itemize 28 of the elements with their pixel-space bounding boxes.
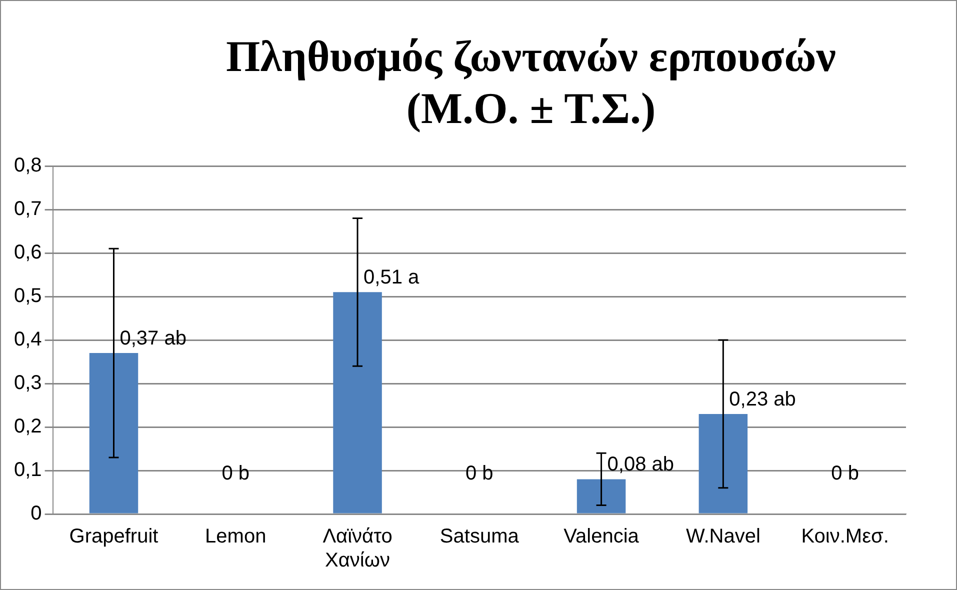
data-label: 0,37 ab [120,328,186,350]
x-tick-label: Λαϊνάτο Χανίων [322,526,392,572]
y-tick-label: 0,1 [14,459,42,482]
y-tick-label: 0,6 [14,242,42,264]
data-label: 0,23 ab [729,388,796,410]
bar [89,353,138,514]
y-tick-label: 0 [30,502,42,525]
data-label: 0 b [831,462,859,485]
y-tick-label: 0,8 [14,154,42,177]
x-tick-label: Valencia [564,526,640,548]
data-label: 0 b [222,462,250,485]
y-tick-label: 0,3 [14,372,42,394]
x-tick-label: Grapefruit [69,526,159,548]
y-tick-label: 0,5 [14,285,42,308]
chart-title: Πληθυσμός ζωντανών ερπουσών (Μ.Ο. ± Τ.Σ.) [225,31,837,135]
y-tick-label: 0,7 [14,198,42,220]
x-tick-label: W.Navel [686,526,760,548]
x-tick-label: Κοιν.Μεσ. [801,526,889,548]
bar [333,292,382,514]
bar [576,479,626,514]
y-tick-label: 0,2 [14,416,42,438]
data-label: 0,51 a [364,266,420,289]
x-tick-label: Lemon [205,526,266,548]
x-tick-label: Satsuma [440,526,520,548]
data-label: 0 b [465,462,494,485]
data-label: 0,08 ab [607,454,674,476]
y-tick-label: 0,4 [14,328,42,351]
bar [698,414,748,514]
